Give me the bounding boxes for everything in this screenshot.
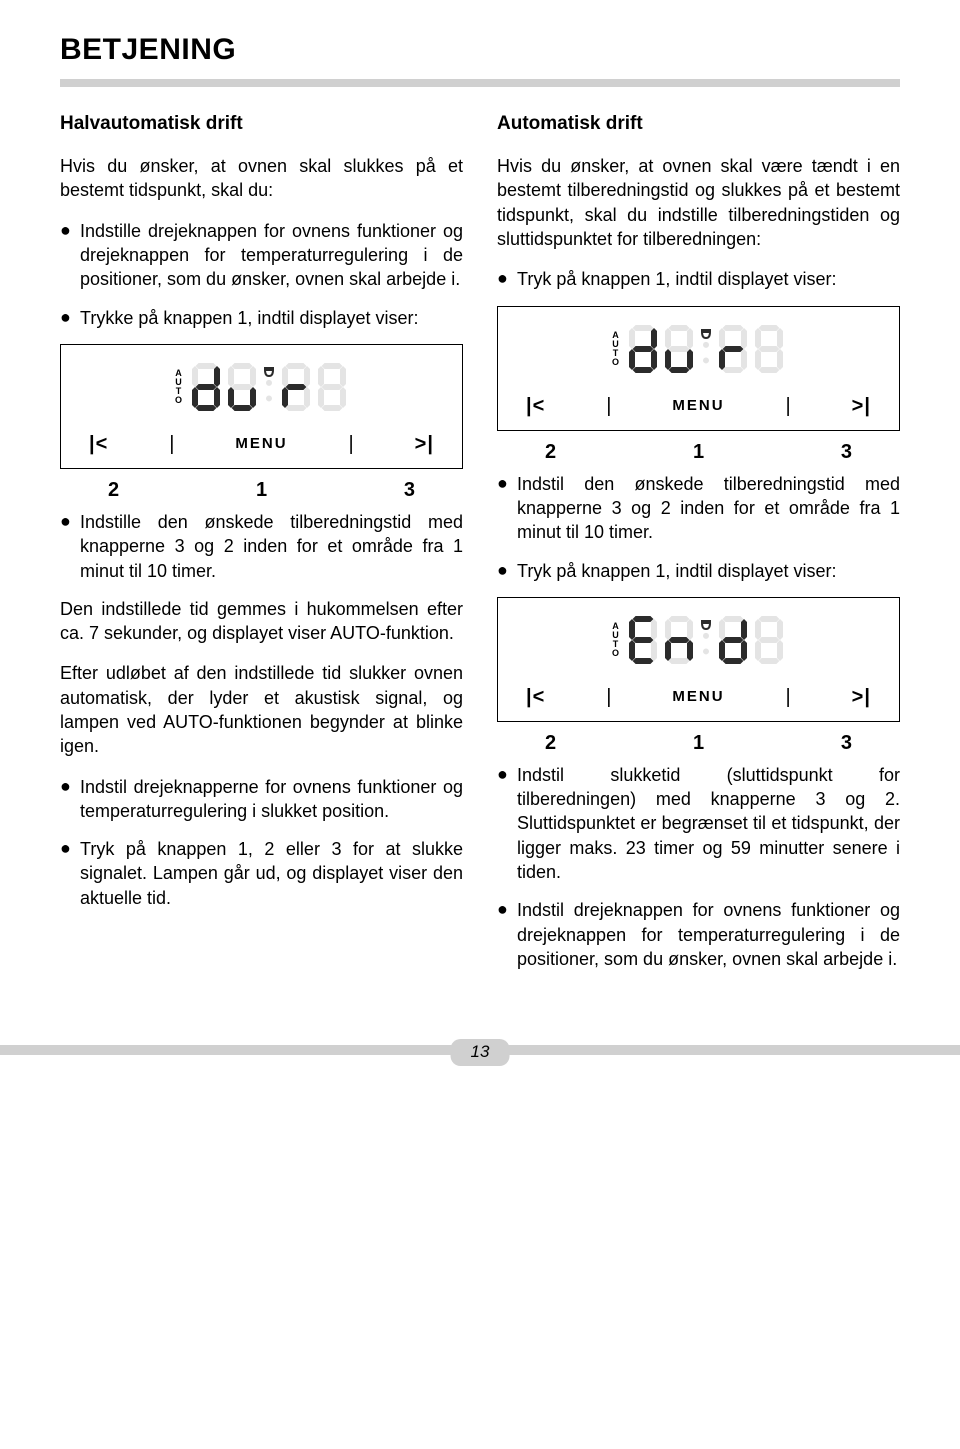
display-btn-menu: MENU bbox=[672, 396, 724, 416]
display-btn-sep: | bbox=[786, 684, 791, 711]
left-intro: Hvis du ønsker, at ovnen skal slukkes på… bbox=[60, 154, 463, 203]
right-subhead: Automatisk drift bbox=[497, 111, 900, 137]
display-btn-right: >| bbox=[415, 431, 434, 458]
left-column: Halvautomatisk drift Hvis du ønsker, at … bbox=[60, 111, 463, 986]
pot-icon bbox=[701, 329, 711, 338]
bullet-text: Indstil drejeknappen for ovnens funktion… bbox=[517, 898, 900, 971]
num-label: 3 bbox=[404, 477, 415, 504]
display-btn-left: |< bbox=[526, 684, 545, 711]
display-btn-sep: | bbox=[169, 431, 174, 458]
num-label: 2 bbox=[108, 477, 119, 504]
page-title: BETJENING bbox=[60, 30, 900, 71]
left-para-2: Efter udløbet af den indstillede tid slu… bbox=[60, 661, 463, 758]
bullet-text: Indstille den ønskede tilberedningstid m… bbox=[80, 510, 463, 583]
pot-icon bbox=[264, 367, 274, 376]
left-para-1: Den indstillede tid gemmes i hukommelsen… bbox=[60, 597, 463, 646]
bullet-icon: ● bbox=[497, 763, 517, 884]
left-bullet-4: ● Indstil drejeknapperne for ovnens funk… bbox=[60, 775, 463, 824]
num-label: 2 bbox=[545, 439, 556, 466]
display-btn-right: >| bbox=[852, 684, 871, 711]
display-btn-menu: MENU bbox=[235, 434, 287, 454]
bullet-icon: ● bbox=[60, 219, 80, 292]
right-bullet-2: ● Indstil den ønskede tilberedningstid m… bbox=[497, 472, 900, 545]
bullet-icon: ● bbox=[60, 306, 80, 330]
num-label: 2 bbox=[545, 730, 556, 757]
display-btn-left: |< bbox=[526, 393, 545, 420]
left-display-1: AUTO |< | MENU | >| bbox=[60, 344, 463, 469]
bullet-icon: ● bbox=[497, 898, 517, 971]
auto-label: AUTO bbox=[612, 622, 619, 658]
right-display2-nums: 2 1 3 bbox=[497, 730, 900, 757]
left-bullet-1: ● Indstille drejeknappen for ovnens funk… bbox=[60, 219, 463, 292]
left-display1-nums: 2 1 3 bbox=[60, 477, 463, 504]
bullet-icon: ● bbox=[497, 559, 517, 583]
left-bullet-2: ● Trykke på knappen 1, indtil displayet … bbox=[60, 306, 463, 330]
bullet-text: Indstil den ønskede tilberedningstid med… bbox=[517, 472, 900, 545]
bullet-text: Trykke på knappen 1, indtil displayet vi… bbox=[80, 306, 463, 330]
right-bullet-5: ● Indstil drejeknappen for ovnens funkti… bbox=[497, 898, 900, 971]
auto-label: AUTO bbox=[175, 369, 182, 405]
left-subhead: Halvautomatisk drift bbox=[60, 111, 463, 137]
display-btn-sep: | bbox=[786, 393, 791, 420]
bullet-icon: ● bbox=[60, 510, 80, 583]
right-display-2: AUTO |< | MENU | >| bbox=[497, 597, 900, 722]
bullet-icon: ● bbox=[60, 837, 80, 910]
bullet-text: Tryk på knappen 1, indtil displayet vise… bbox=[517, 267, 900, 291]
bullet-icon: ● bbox=[497, 472, 517, 545]
display-btn-right: >| bbox=[852, 393, 871, 420]
pot-icon bbox=[701, 620, 711, 629]
display-btn-left: |< bbox=[89, 431, 108, 458]
left-bullet-5: ● Tryk på knappen 1, 2 eller 3 for at sl… bbox=[60, 837, 463, 910]
right-intro: Hvis du ønsker, at ovnen skal være tændt… bbox=[497, 154, 900, 251]
right-display-1: AUTO |< | MENU | >| bbox=[497, 306, 900, 431]
num-label: 3 bbox=[841, 730, 852, 757]
right-display1-nums: 2 1 3 bbox=[497, 439, 900, 466]
right-bullet-3: ● Tryk på knappen 1, indtil displayet vi… bbox=[497, 559, 900, 583]
bullet-text: Tryk på knappen 1, 2 eller 3 for at sluk… bbox=[80, 837, 463, 910]
num-label: 3 bbox=[841, 439, 852, 466]
bullet-text: Indstil drejeknapperne for ovnens funkti… bbox=[80, 775, 463, 824]
right-column: Automatisk drift Hvis du ønsker, at ovne… bbox=[497, 111, 900, 986]
display-btn-sep: | bbox=[349, 431, 354, 458]
title-divider bbox=[60, 79, 900, 87]
footer-bar: 13 bbox=[0, 1045, 960, 1055]
display-btn-menu: MENU bbox=[672, 687, 724, 707]
bullet-icon: ● bbox=[60, 775, 80, 824]
right-bullet-4: ● Indstil slukketid (sluttidspunkt for t… bbox=[497, 763, 900, 884]
page-number: 13 bbox=[451, 1039, 510, 1066]
bullet-text: Indstil slukketid (sluttidspunkt for til… bbox=[517, 763, 900, 884]
bullet-text: Indstille drejeknappen for ovnens funkti… bbox=[80, 219, 463, 292]
display-btn-sep: | bbox=[606, 684, 611, 711]
num-label: 1 bbox=[693, 439, 704, 466]
left-bullet-3: ● Indstille den ønskede tilberedningstid… bbox=[60, 510, 463, 583]
bullet-text: Tryk på knappen 1, indtil displayet vise… bbox=[517, 559, 900, 583]
num-label: 1 bbox=[256, 477, 267, 504]
display-btn-sep: | bbox=[606, 393, 611, 420]
right-bullet-1: ● Tryk på knappen 1, indtil displayet vi… bbox=[497, 267, 900, 291]
auto-label: AUTO bbox=[612, 331, 619, 367]
num-label: 1 bbox=[693, 730, 704, 757]
bullet-icon: ● bbox=[497, 267, 517, 291]
